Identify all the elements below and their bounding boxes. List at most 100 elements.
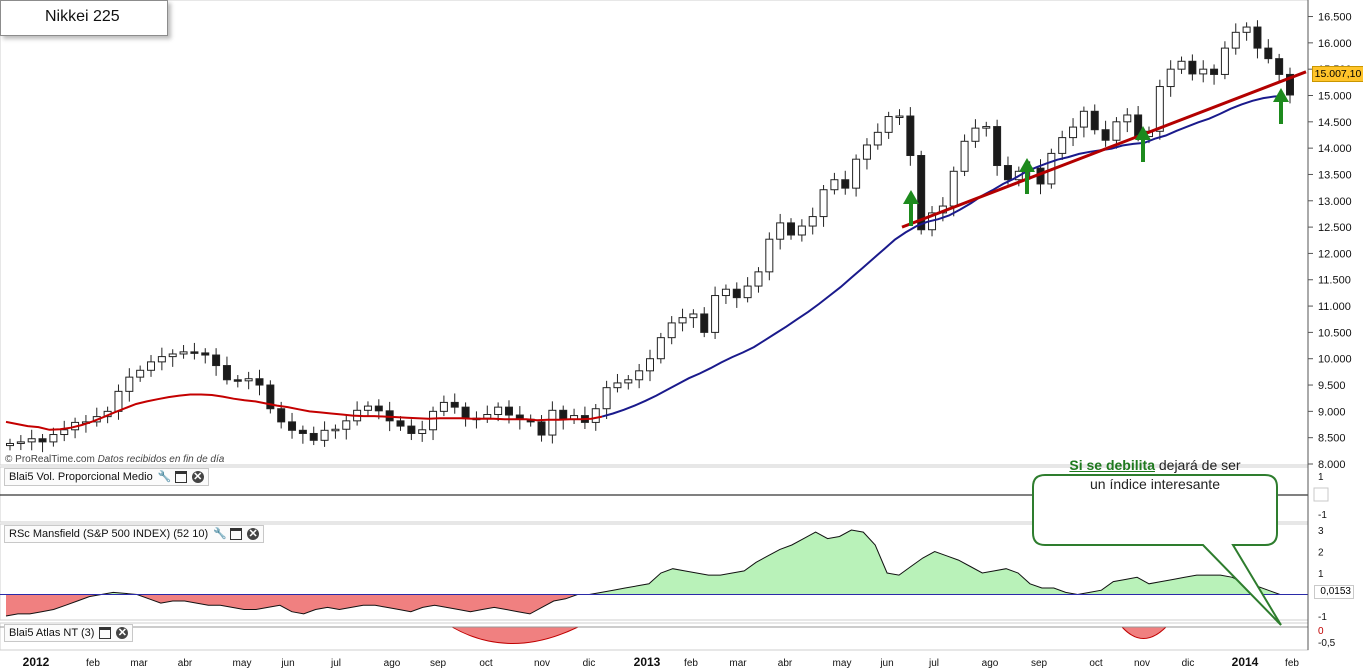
candle-body: [721, 288, 730, 297]
y-tick-label: 11.500: [1318, 275, 1351, 287]
mansfield-panel-label[interactable]: RSc Mansfield (S&P 500 INDEX) (52 10) 🔧 …: [4, 525, 265, 543]
support-arrow-head: [903, 190, 919, 204]
x-tick-label: ago: [384, 658, 401, 669]
candle-body: [60, 429, 69, 436]
candle-body: [288, 421, 297, 431]
candle-body: [646, 358, 654, 372]
x-tick-label: 2012: [23, 655, 50, 669]
candle-body: [418, 429, 427, 434]
candle-body: [797, 225, 806, 236]
candle-body: [700, 313, 709, 333]
candle-body: [906, 115, 915, 157]
window-icon[interactable]: [99, 627, 112, 639]
y-tick-label: 10.000: [1318, 354, 1352, 366]
close-icon[interactable]: ✕: [116, 627, 129, 639]
candle-body: [342, 420, 351, 430]
candle-body: [841, 179, 850, 189]
candle-body: [6, 442, 14, 447]
window-icon[interactable]: [230, 528, 243, 540]
candle-body: [787, 222, 796, 236]
mansfield-tick-label: -1: [1318, 612, 1327, 623]
x-tick-label: may: [833, 658, 852, 669]
candle-body: [548, 409, 557, 436]
callout-bubble: [1032, 474, 1282, 626]
atlas-panel-label[interactable]: Blai5 Atlas NT (3) ✕: [4, 624, 134, 642]
candle-body: [27, 438, 36, 443]
y-tick-label: 8.500: [1318, 433, 1346, 445]
chart-title: Nikkei 225: [45, 8, 120, 25]
atlas-tick-label: 0: [1318, 626, 1324, 637]
x-tick-label: abr: [778, 658, 793, 669]
support-trendline: [901, 70, 1307, 229]
candle-body: [1264, 47, 1273, 60]
callout-highlight: Si se debilita: [1069, 457, 1155, 473]
candle-body: [201, 352, 210, 356]
x-tick-label: abr: [178, 658, 193, 669]
wrench-icon[interactable]: 🔧: [213, 528, 227, 540]
y-tick-label: 10.500: [1318, 327, 1352, 339]
x-tick-label: ago: [982, 658, 999, 669]
candle-body: [537, 421, 546, 436]
candle-body: [689, 313, 698, 319]
x-tick-label: nov: [534, 658, 550, 669]
candle-body: [678, 317, 687, 324]
mansfield-line: [5, 529, 1281, 617]
candle-body: [1101, 129, 1110, 141]
callout-shape: [1032, 474, 1282, 626]
candle-body: [136, 369, 145, 378]
candle-body: [190, 351, 199, 354]
candle-body: [1231, 31, 1240, 49]
x-tick-label: jun: [280, 658, 294, 669]
y-tick-label: 11.000: [1318, 301, 1351, 313]
last-price-tag: 15.007,10: [1312, 66, 1363, 82]
atlas-indicator-name: Blai5 Atlas NT (3): [9, 627, 95, 639]
candle-body: [374, 405, 383, 412]
atlas-tick-label: -0,5: [1318, 638, 1336, 649]
x-tick-label: sep: [430, 658, 447, 669]
candle-body: [1210, 68, 1219, 75]
mansfield-last-value: 0,0153: [1314, 585, 1354, 599]
candle-body: [1188, 60, 1197, 75]
candle-body: [732, 288, 741, 299]
x-tick-label: feb: [684, 658, 698, 669]
candle-body: [114, 390, 123, 412]
candle-body: [439, 401, 448, 412]
y-tick-label: 12.500: [1318, 222, 1352, 234]
candle-body: [667, 322, 676, 339]
callout-line2: un índice interesante: [1090, 476, 1220, 492]
volume-value-box: [1313, 487, 1329, 502]
candle-body: [754, 271, 763, 287]
x-tick-label: feb: [1285, 658, 1299, 669]
x-tick-label: oct: [479, 658, 493, 669]
close-icon[interactable]: ✕: [191, 471, 204, 483]
wrench-icon[interactable]: 🔧: [157, 471, 172, 483]
callout-text: Si se debilita dejará de ser un índice i…: [1044, 456, 1266, 494]
candle-body: [1177, 60, 1186, 70]
volume-tick-label: 1: [1318, 472, 1324, 483]
candle-body: [461, 406, 470, 419]
x-tick-label: mar: [729, 658, 747, 669]
atlas-negative-area-2: [1120, 626, 1168, 639]
candle-body: [396, 420, 405, 427]
candle-body: [429, 410, 438, 431]
source-note: © ProRealTime.com Datos recibidos en fin…: [5, 454, 224, 465]
y-tick-label: 13.500: [1318, 169, 1352, 181]
mansfield-tick-label: 3: [1318, 526, 1324, 537]
volume-panel-label[interactable]: Blai5 Vol. Proporcional Medio 🔧 ✕: [4, 468, 209, 486]
candle-body: [494, 406, 503, 416]
close-icon[interactable]: ✕: [247, 528, 260, 540]
y-tick-label: 12.000: [1318, 248, 1352, 260]
candle-body: [212, 354, 221, 367]
x-tick-label: 2014: [1232, 655, 1259, 669]
window-icon[interactable]: [174, 471, 187, 483]
candle-body: [125, 376, 134, 392]
y-tick-label: 9.000: [1318, 406, 1346, 418]
candle-body: [862, 144, 871, 160]
x-tick-label: jul: [928, 658, 939, 669]
x-tick-label: jun: [879, 658, 893, 669]
candle-body: [407, 425, 416, 434]
candle-body: [1253, 26, 1262, 49]
y-tick-label: 14.500: [1318, 117, 1352, 129]
x-tick-label: nov: [1134, 658, 1150, 669]
candle-body: [591, 408, 600, 423]
